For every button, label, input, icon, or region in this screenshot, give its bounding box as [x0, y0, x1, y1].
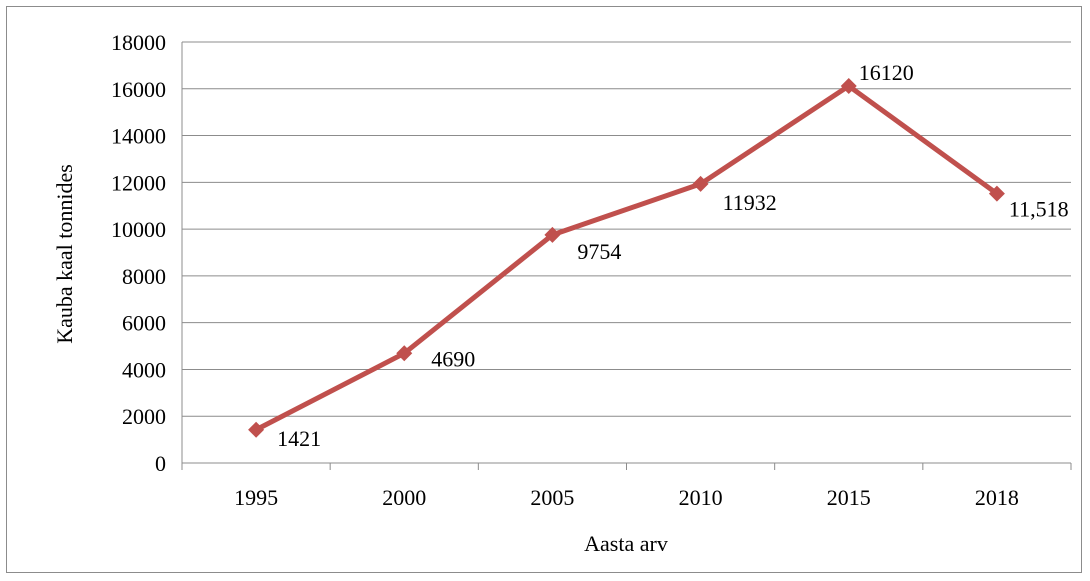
data-label: 4690: [431, 346, 475, 371]
series-line: [253, 83, 1000, 433]
chart-frame: [6, 6, 1082, 573]
y-tick-label: 4000: [122, 357, 166, 382]
x-axis-title: Aasta arv: [584, 531, 668, 556]
x-tick-label: 1995: [234, 485, 278, 510]
data-point-marker: [988, 185, 1005, 202]
data-point-marker: [692, 175, 709, 192]
y-axis-tick-labels: 0 2000 4000 6000 8000 10000 12000 14000 16000 180…: [111, 30, 166, 476]
data-point-marker: [840, 77, 857, 94]
y-tick-label: 18000: [111, 30, 166, 55]
series-group: [248, 77, 1005, 438]
data-labels: 1421 4690 9754 11932 16120 11,518: [277, 60, 1069, 451]
y-tick-label: 0: [155, 451, 166, 476]
x-tick-label: 2000: [382, 485, 426, 510]
data-label: 11932: [723, 190, 777, 215]
gridlines: [181, 41, 1072, 470]
y-tick-label: 16000: [111, 77, 166, 102]
y-tick-label: 6000: [122, 311, 166, 336]
y-tick-label: 14000: [111, 124, 166, 149]
y-tick-label: 10000: [111, 217, 166, 242]
data-point-marker: [396, 345, 413, 362]
x-tick-label: 2018: [975, 485, 1019, 510]
x-tick-label: 2015: [827, 485, 871, 510]
x-axis-tick-labels: 1995 2000 2005 2010 2015 2018: [234, 485, 1019, 510]
data-label: 9754: [577, 239, 621, 264]
data-point-marker: [248, 421, 265, 438]
y-tick-label: 8000: [122, 264, 166, 289]
data-label: 1421: [277, 426, 321, 451]
x-tick-label: 2005: [530, 485, 574, 510]
y-tick-label: 2000: [122, 404, 166, 429]
data-label: 11,518: [1009, 197, 1069, 222]
data-point-marker: [544, 226, 561, 243]
y-axis-title: Kauba kaal tonnides: [52, 164, 77, 344]
data-label: 16120: [859, 60, 914, 85]
x-tick-label: 2010: [679, 485, 723, 510]
y-tick-label: 12000: [111, 170, 166, 195]
